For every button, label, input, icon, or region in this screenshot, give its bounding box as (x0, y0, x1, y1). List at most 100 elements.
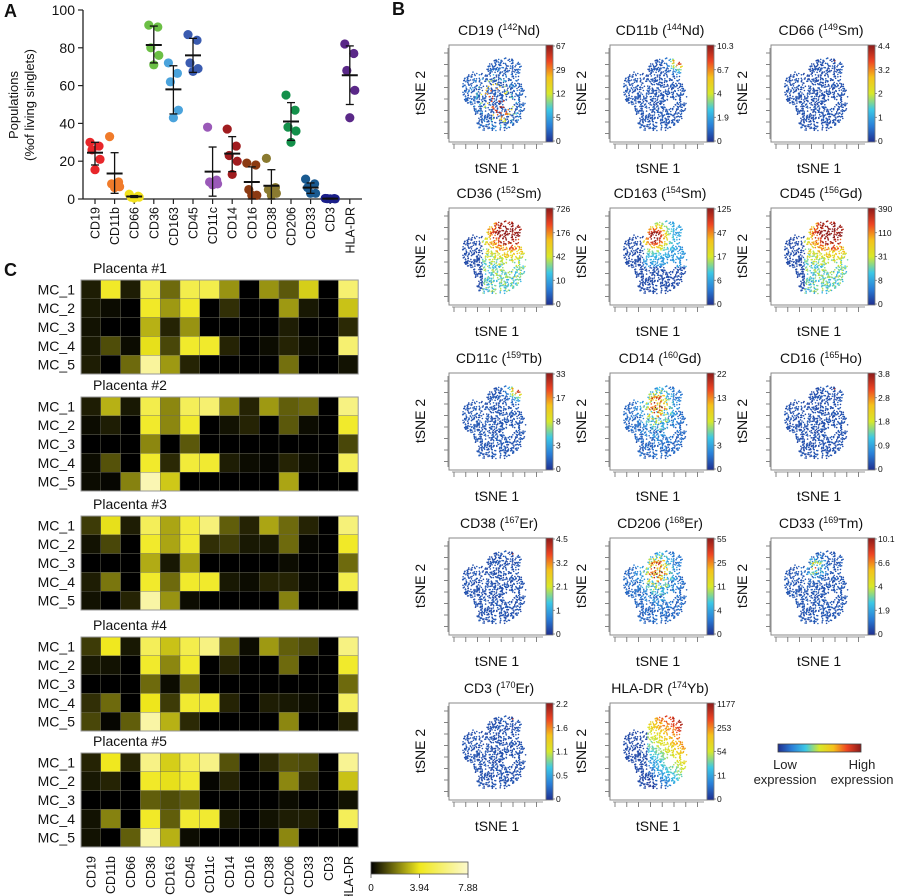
tsne-point (504, 62, 507, 65)
tsne-point (800, 105, 802, 108)
tsne-point (663, 120, 666, 123)
tsne-point (654, 98, 657, 100)
tsne-point (823, 91, 826, 93)
tsne-point (489, 262, 492, 265)
tsne-point (679, 113, 682, 116)
tsne-point (824, 120, 827, 123)
heatmap-cell (100, 415, 121, 435)
y-axis-label: tSNE 2 (412, 234, 428, 279)
data-point (349, 48, 359, 59)
heatmap-cell (80, 472, 101, 492)
tsne-point (628, 241, 630, 243)
tsne-point (793, 73, 795, 76)
tsne-point (467, 262, 469, 265)
tsne-point (473, 252, 475, 255)
tsne-point (798, 95, 801, 98)
tsne-point (630, 263, 633, 266)
tsne-point (495, 259, 498, 261)
expression-colorbar (545, 207, 554, 306)
tsne-point (474, 263, 476, 265)
tsne-point (803, 78, 806, 80)
tsne-point (510, 86, 513, 89)
tsne-point (672, 76, 674, 78)
tsne-point (519, 269, 521, 272)
tsne-point (649, 127, 652, 129)
data-point (290, 105, 300, 115)
heatmap-cell (318, 515, 339, 535)
heatmap-cell (159, 336, 181, 356)
tsne-point (675, 111, 677, 113)
tsne-point (820, 122, 823, 125)
tsne-point (505, 261, 507, 264)
tsne-point (643, 104, 646, 106)
tsne-point (490, 111, 492, 114)
heatmap-cell (338, 534, 359, 554)
tsne-point (480, 262, 483, 264)
tsne-point (814, 83, 817, 86)
tsne-point (684, 108, 687, 110)
tsne-point (505, 112, 507, 114)
tsne-point (493, 241, 496, 244)
tsne-point (663, 83, 666, 86)
heatmap-cell (199, 355, 220, 375)
tsne-point (655, 95, 657, 97)
tsne-point (804, 104, 807, 106)
tsne-point (500, 84, 503, 87)
tsne-point (667, 285, 669, 287)
tsne-point (490, 278, 493, 280)
tsne-point (511, 91, 514, 93)
tsne-point (833, 76, 835, 78)
tsne-point (476, 247, 479, 250)
tsne-point (486, 250, 488, 253)
x-tick-label: CD38 (265, 207, 279, 239)
tsne-point (834, 124, 836, 126)
tsne-point (506, 253, 509, 256)
tsne-point (668, 108, 671, 111)
tsne-point (652, 292, 655, 295)
tsne-point (636, 78, 639, 80)
tsne-point (517, 72, 520, 74)
tsne-point (499, 86, 501, 88)
tsne-point (659, 122, 662, 125)
tsne-point (501, 254, 504, 256)
heatmap-cell (199, 572, 220, 592)
tsne-point (673, 269, 675, 271)
tsne-point (490, 243, 493, 245)
tsne-point (508, 96, 511, 98)
tsne-point (473, 95, 475, 98)
tsne-point (660, 278, 662, 280)
title-paren-open: ( (492, 185, 501, 201)
data-point (301, 174, 311, 184)
series-CD19 (85, 137, 105, 175)
tsne-point (505, 228, 508, 230)
isotope-element: Nd (682, 22, 700, 38)
tsne-point (499, 236, 501, 238)
tsne-point (801, 84, 804, 86)
tsne-point (651, 63, 654, 65)
tsne-point (640, 112, 643, 115)
tsne-point (492, 246, 495, 249)
tsne-point (496, 223, 498, 225)
isotope-mass: 142 (502, 22, 517, 32)
tsne-point (816, 62, 818, 64)
tsne-point (479, 112, 482, 115)
tsne-point (514, 65, 516, 68)
tsne-point (636, 112, 638, 114)
tsne-point (630, 87, 633, 90)
tsne-point (520, 266, 523, 269)
tsne-point (486, 93, 489, 95)
tsne-point (480, 256, 483, 259)
tsne-point (514, 69, 517, 72)
heatmap-cell (219, 355, 240, 375)
heatmap-cell (179, 298, 200, 318)
tsne-point (516, 275, 518, 277)
tsne-point (511, 118, 513, 121)
heatmap-cell (219, 693, 240, 713)
tsne-point (655, 284, 658, 287)
tsne-point (492, 74, 495, 76)
tsne-point (673, 77, 676, 80)
tsne-point (505, 118, 507, 120)
tsne-point (809, 119, 812, 122)
tsne-point (806, 99, 809, 102)
tsne-point (491, 64, 494, 67)
